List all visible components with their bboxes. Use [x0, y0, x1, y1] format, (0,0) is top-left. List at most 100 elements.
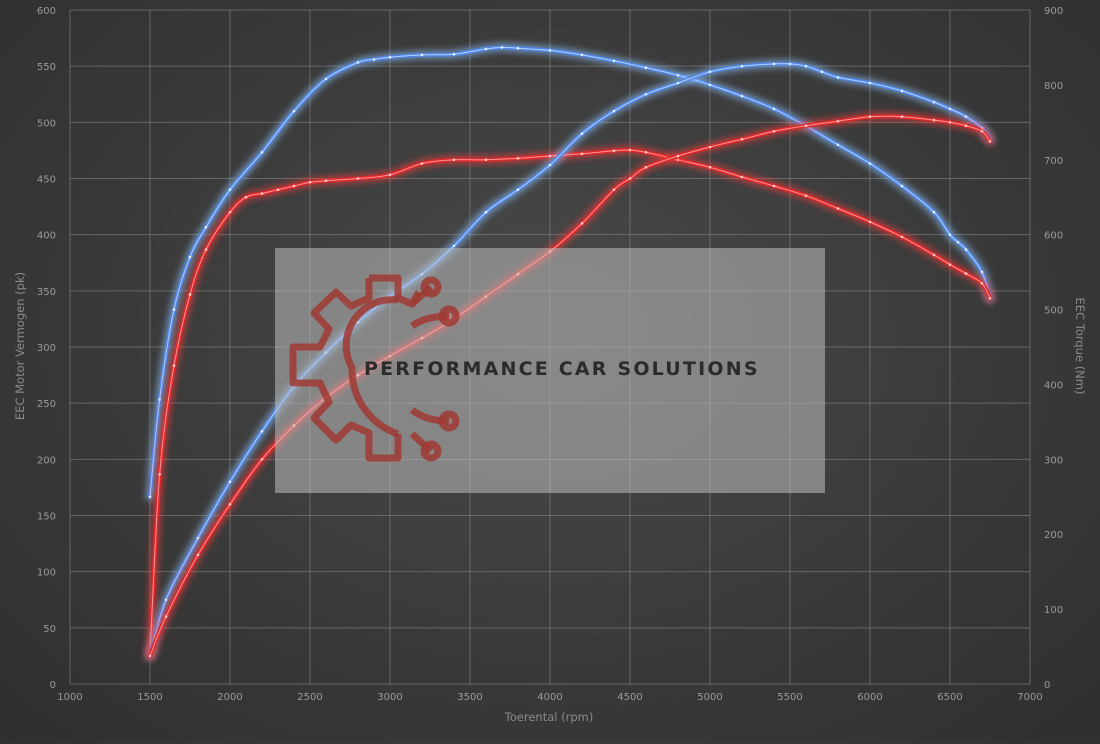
data-point	[260, 151, 264, 154]
data-point	[948, 121, 952, 124]
data-point	[900, 89, 904, 93]
axes: Toerental (rpm) EEC Motor Vermogen (pk) …	[13, 6, 1087, 724]
data-point	[644, 66, 648, 69]
series-torque-blue	[145, 42, 995, 502]
data-point	[900, 115, 904, 118]
data-point	[676, 154, 680, 158]
y-left-tick-label: 100	[37, 568, 56, 579]
data-point	[676, 81, 680, 85]
y-right-tick-label: 0	[1044, 680, 1050, 691]
data-point	[708, 70, 712, 74]
gear-circuit-icon	[289, 274, 460, 462]
x-tick-label: 4500	[617, 692, 642, 703]
x-tick-label: 5000	[697, 692, 722, 703]
x-tick-label: 7000	[1017, 692, 1042, 703]
data-point	[740, 94, 744, 98]
x-tick-label: 6000	[857, 692, 882, 703]
data-point	[964, 115, 968, 118]
data-point	[204, 248, 208, 251]
data-point	[260, 430, 264, 433]
data-point	[708, 83, 712, 87]
data-point	[980, 130, 984, 133]
data-point	[500, 46, 504, 49]
data-point	[196, 536, 200, 540]
y-right-tick-label: 900	[1044, 6, 1063, 17]
data-point	[228, 188, 232, 191]
data-point	[980, 270, 984, 274]
y-right-tick-label: 700	[1044, 156, 1063, 167]
y-right-tick-label: 100	[1044, 605, 1063, 616]
data-point	[644, 166, 648, 169]
data-point	[708, 145, 712, 149]
data-point	[788, 62, 792, 66]
data-point	[836, 143, 840, 147]
data-point	[516, 188, 520, 191]
data-point	[308, 180, 312, 184]
data-point	[740, 175, 744, 179]
y-left-tick-label: 600	[37, 6, 56, 17]
data-point	[164, 615, 168, 618]
series-highlight	[149, 46, 991, 497]
data-point	[836, 207, 840, 210]
data-point	[516, 157, 520, 160]
watermark-text: PERFORMANCE CAR SOLUTIONS	[364, 358, 760, 380]
x-tick-label: 4000	[537, 692, 562, 703]
data-point	[980, 282, 984, 285]
data-point	[158, 473, 161, 476]
data-point	[612, 109, 616, 113]
data-point	[964, 124, 968, 127]
data-point	[932, 100, 936, 104]
y-left-tick-label: 50	[43, 624, 56, 635]
data-point	[956, 240, 960, 244]
data-point	[164, 598, 168, 602]
x-tick-label: 5500	[777, 692, 802, 703]
y-right-tick-label: 400	[1044, 380, 1063, 391]
y-left-tick-label: 350	[37, 287, 56, 298]
data-point	[148, 495, 152, 499]
y-axis-left-label: EEC Motor Vermogen (pk)	[13, 272, 27, 420]
data-point	[324, 179, 328, 182]
data-point	[740, 137, 744, 141]
data-point	[188, 255, 192, 259]
data-point	[644, 93, 648, 96]
data-point	[260, 458, 264, 461]
y-right-tick-label: 200	[1044, 530, 1063, 541]
data-point	[196, 553, 200, 557]
data-point	[228, 480, 232, 484]
x-tick-label: 2000	[217, 692, 242, 703]
y-left-tick-label: 0	[50, 680, 56, 691]
data-point	[260, 192, 264, 195]
data-point	[988, 140, 992, 143]
data-point	[172, 308, 176, 311]
data-point	[644, 151, 648, 154]
data-point	[804, 194, 808, 197]
data-point	[158, 398, 161, 401]
data-point	[452, 52, 456, 56]
y-left-tick-label: 550	[37, 62, 56, 73]
data-point	[612, 149, 616, 153]
data-point	[420, 53, 424, 57]
data-point	[820, 70, 824, 74]
data-point	[148, 654, 152, 658]
data-point	[580, 53, 584, 57]
data-point	[868, 220, 872, 224]
data-point	[244, 195, 248, 199]
data-point	[548, 49, 552, 52]
data-point	[580, 152, 584, 156]
data-point	[964, 248, 968, 251]
data-point	[292, 109, 296, 113]
data-point	[324, 77, 328, 81]
data-point	[948, 107, 952, 111]
x-tick-label: 3000	[377, 692, 402, 703]
data-point	[836, 119, 840, 123]
data-point	[188, 293, 192, 296]
data-point	[172, 364, 176, 368]
x-tick-label: 6500	[937, 692, 962, 703]
data-point	[356, 61, 360, 64]
x-tick-label: 3500	[457, 692, 482, 703]
data-point	[276, 188, 280, 191]
data-point	[628, 177, 632, 180]
data-point	[548, 163, 552, 167]
